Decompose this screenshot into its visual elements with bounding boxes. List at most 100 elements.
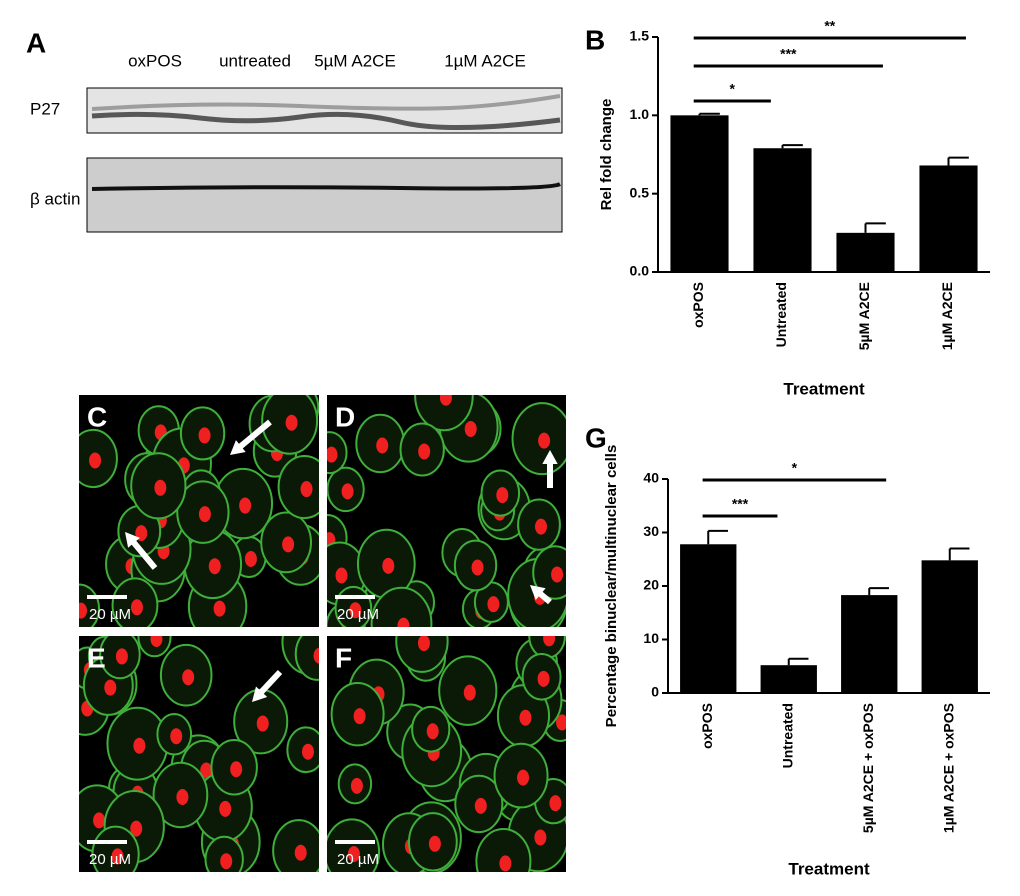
nucleus	[79, 602, 88, 619]
nucleus	[282, 536, 295, 553]
significance-label: *	[792, 460, 798, 476]
nucleus	[285, 414, 298, 431]
nucleus	[220, 853, 233, 870]
cell-membrane	[327, 818, 381, 872]
cells	[327, 636, 566, 872]
panel-letter: G	[585, 422, 607, 453]
cells	[79, 636, 319, 872]
x-tick-label: Untreated	[773, 282, 789, 347]
micrograph: C 20 µM	[79, 395, 319, 627]
nucleus	[256, 715, 269, 732]
scale-label: 20 µM	[89, 606, 131, 623]
nucleus	[464, 420, 477, 437]
arrow-head	[530, 585, 546, 600]
x-tick-label: 1µM A2CE	[939, 282, 955, 350]
nucleus	[426, 723, 439, 740]
lane-label: 5µM A2CE	[314, 51, 396, 70]
cell-membrane	[532, 545, 566, 600]
nucleus	[534, 518, 547, 535]
cell-membrane	[414, 395, 474, 432]
arrow-head	[542, 450, 558, 465]
micrograph: F 20 µM	[327, 636, 566, 872]
bar	[753, 148, 812, 272]
y-tick-label: 0	[651, 684, 659, 700]
nucleus	[198, 427, 211, 444]
nucleus	[417, 636, 430, 652]
y-tick-label: 1.0	[630, 106, 650, 122]
nucleus	[556, 714, 566, 731]
nucleus	[230, 761, 243, 778]
nucleus	[349, 602, 362, 619]
y-tick-label: 10	[643, 630, 659, 646]
x-tick-label: 5µM A2CE + oxPOS	[860, 703, 876, 833]
cells	[79, 395, 319, 627]
bar	[670, 115, 729, 272]
significance-label: ***	[732, 496, 749, 512]
cell-membrane	[370, 586, 433, 627]
y-axis-label: Rel fold change	[598, 99, 615, 211]
arrow-shaft	[129, 537, 158, 570]
nucleus	[300, 481, 313, 498]
panel-letter: E	[87, 642, 106, 673]
nucleus	[350, 777, 363, 794]
micrograph: E 20 µM	[79, 636, 319, 872]
row-label: P27	[30, 99, 60, 118]
nucleus	[353, 708, 366, 725]
cells	[327, 395, 566, 627]
nucleus	[543, 636, 556, 647]
panel-letter: F	[335, 642, 352, 673]
lane-label: untreated	[219, 51, 291, 70]
cell-membrane	[294, 636, 319, 681]
bar	[921, 560, 978, 693]
arrow-head	[125, 532, 140, 548]
nucleus	[519, 709, 532, 726]
nucleus	[496, 487, 509, 504]
nucleus	[534, 829, 547, 846]
nucleus	[133, 737, 146, 754]
nucleus	[154, 479, 167, 496]
arrow-shaft	[256, 669, 283, 697]
nucleus	[150, 636, 163, 647]
nucleus	[176, 789, 189, 806]
bar	[760, 665, 817, 693]
y-tick-label: 1.5	[630, 28, 650, 44]
cell-membrane	[475, 828, 532, 872]
nucleus	[327, 446, 338, 463]
nucleus	[200, 762, 213, 779]
bar	[836, 232, 895, 272]
bar	[680, 544, 737, 693]
nucleus	[382, 557, 395, 574]
nucleus	[219, 800, 232, 817]
x-tick-label: oxPOS	[699, 703, 715, 749]
y-tick-label: 0.5	[630, 184, 650, 200]
panel-letter: B	[585, 24, 605, 55]
nucleus	[104, 679, 117, 696]
x-axis-label: Treatment	[788, 859, 870, 878]
arrow-head	[252, 686, 268, 702]
significance-label: *	[730, 81, 736, 97]
blot-bands	[91, 94, 562, 191]
nucleus	[135, 525, 148, 542]
nucleus	[111, 848, 124, 865]
nucleus	[428, 835, 441, 852]
nucleus	[130, 599, 143, 616]
panel-letter: A	[26, 27, 46, 58]
nucleus	[182, 669, 195, 686]
x-tick-label: 1µM A2CE + oxPOS	[940, 703, 956, 833]
arrow-shaft	[235, 419, 272, 451]
nucleus	[439, 395, 452, 406]
nucleus	[130, 820, 143, 837]
nucleus	[499, 855, 512, 872]
nucleus	[208, 558, 221, 575]
nucleus	[89, 452, 102, 469]
nucleus	[335, 567, 348, 584]
cell-membrane	[277, 454, 319, 520]
nucleus	[347, 846, 360, 863]
panel-letter: C	[87, 401, 107, 432]
nucleus	[239, 497, 252, 514]
nucleus	[93, 812, 106, 829]
nucleus	[244, 550, 257, 567]
nucleus	[313, 647, 319, 664]
nucleus	[294, 844, 307, 861]
nucleus	[198, 506, 211, 523]
